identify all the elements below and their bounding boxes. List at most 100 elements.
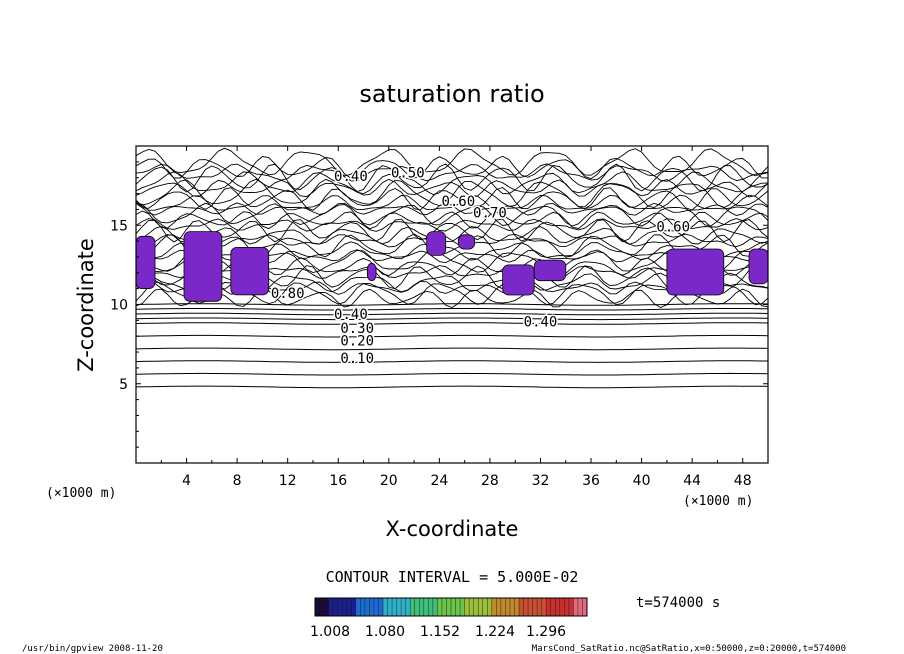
colorbar-cell xyxy=(464,598,470,616)
colorbar-cell xyxy=(423,598,429,616)
colorbar-cell xyxy=(319,598,325,616)
colorbar-cell xyxy=(378,598,383,616)
colorbar-frame xyxy=(314,597,588,617)
x-tick-label: 36 xyxy=(582,473,600,489)
shaded-region xyxy=(426,231,447,256)
colorbar-cell xyxy=(564,598,569,616)
contour-line xyxy=(135,233,769,258)
contour-line xyxy=(135,360,768,363)
colorbar-cell xyxy=(428,598,433,616)
contour-line xyxy=(135,178,769,209)
shaded-region xyxy=(533,259,567,282)
colorbar-cell xyxy=(437,598,442,616)
colorbar-cell xyxy=(582,598,587,616)
contour-line xyxy=(135,385,769,389)
contour-line xyxy=(135,233,769,248)
contour-line xyxy=(135,194,769,211)
x-unit-label: (×1000 m) xyxy=(683,494,753,509)
colorbar-cell xyxy=(555,598,560,616)
colorbar-cell xyxy=(324,598,329,616)
contour-line xyxy=(135,288,769,309)
colorbar-cell xyxy=(541,598,547,616)
colorbar-cell xyxy=(451,598,456,616)
colorbar-cell xyxy=(387,598,393,616)
contour-line xyxy=(135,163,769,182)
contour-label: 0.40 xyxy=(334,169,368,185)
footer-right: MarsCond_SatRatio.nc@SatRatio,x=0:50000,… xyxy=(532,644,846,654)
y-tick-label: 15 xyxy=(110,218,128,234)
colorbar-tick-label: 1.080 xyxy=(365,624,405,640)
colorbar-cell xyxy=(478,598,483,616)
contour-line xyxy=(135,334,769,338)
shaded-region xyxy=(135,235,156,290)
contour-line xyxy=(135,347,769,351)
x-tick-label: 12 xyxy=(279,473,297,489)
contour-label: 0.20 xyxy=(340,334,374,350)
colorbar-cell xyxy=(373,598,379,616)
z-unit-label: (×1000 m) xyxy=(46,486,116,501)
contour-line xyxy=(135,171,769,195)
colorbar-cell xyxy=(473,598,479,616)
contour-label: 0.50 xyxy=(391,166,425,182)
colorbar-cell xyxy=(419,598,424,616)
contour-line xyxy=(135,186,769,211)
colorbar-cell xyxy=(410,598,415,616)
colorbar-cell xyxy=(537,598,542,616)
colorbar-cell xyxy=(573,598,578,616)
x-tick-label: 4 xyxy=(182,473,191,489)
contour-labels: 0.100.200.300.40 0.400.40 0.500.600.700.60… xyxy=(269,164,691,368)
contour-line xyxy=(135,147,769,177)
x-tick-label: 28 xyxy=(481,473,499,489)
contour-label: 0.30 xyxy=(340,321,374,337)
contour-line xyxy=(135,312,769,316)
colorbar-cell xyxy=(355,598,361,616)
colorbar-cell xyxy=(328,598,334,616)
colorbar-cell xyxy=(396,598,402,616)
colorbar-cell xyxy=(482,598,488,616)
colorbar-cell xyxy=(392,598,397,616)
contour-line xyxy=(135,225,769,245)
colorbar-tick-label: 1.152 xyxy=(420,624,460,640)
contour-line xyxy=(135,218,769,243)
contour-line xyxy=(135,163,769,193)
colorbar-cell xyxy=(333,598,338,616)
colorbar-cell xyxy=(460,598,465,616)
x-axis-ticks: 4 8 12 16 20 24 28 32 36 40 44 48 xyxy=(160,146,752,489)
colorbar-cell xyxy=(550,598,556,616)
contour-line xyxy=(135,210,769,230)
colorbar-tick-labels: 1.008 1.080 1.152 1.224 1.296 xyxy=(310,624,566,640)
y-axis-ticks: 5 10 15 xyxy=(110,161,768,448)
colorbar-cell xyxy=(414,598,420,616)
colorbar-cell xyxy=(383,598,388,616)
y-tick-label: 5 xyxy=(119,377,128,393)
colorbar-cell xyxy=(369,598,374,616)
shaded-region xyxy=(366,262,377,282)
x-tick-label: 40 xyxy=(633,473,651,489)
colorbar-cell xyxy=(469,598,474,616)
shaded-region xyxy=(502,264,535,296)
contour-line xyxy=(135,155,768,180)
colorbar-cell xyxy=(432,598,438,616)
colorbar-cell xyxy=(401,598,406,616)
contour-label: 0.10 xyxy=(340,351,374,367)
colorbar-cell xyxy=(559,598,565,616)
colorbar-cell xyxy=(496,598,501,616)
colorbar-cell xyxy=(455,598,461,616)
shaded-region xyxy=(748,248,769,285)
colorbar-cell xyxy=(360,598,365,616)
colorbar-cell xyxy=(364,598,370,616)
x-tick-label: 24 xyxy=(430,473,448,489)
colorbar-cell xyxy=(577,598,583,616)
colorbar-cell xyxy=(568,598,574,616)
footer-left: /usr/bin/gpview 2008-11-20 xyxy=(22,644,163,654)
contour-label: 0.80 xyxy=(271,286,305,302)
colorbar-cell xyxy=(405,598,411,616)
colorbar-cell xyxy=(532,598,538,616)
contour-label: 0.40 xyxy=(334,307,368,323)
contour-line xyxy=(135,372,769,376)
x-tick-label: 44 xyxy=(683,473,701,489)
colorbar-cell xyxy=(446,598,451,616)
colorbar-tick-label: 1.008 xyxy=(310,624,350,640)
colorbar-cell xyxy=(500,598,506,616)
